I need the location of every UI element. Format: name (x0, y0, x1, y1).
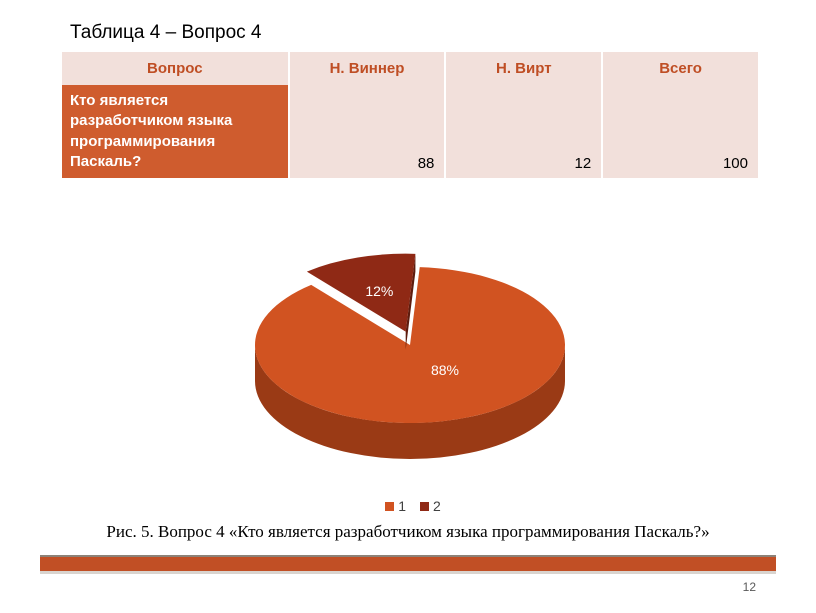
table-title: Таблица 4 – Вопрос 4 (70, 22, 261, 44)
col-v2: Н. Вирт (445, 52, 602, 85)
footer-rule (40, 555, 776, 574)
data-table: Вопрос Н. Виннер Н. Вирт Всего Кто являе… (60, 52, 760, 178)
table-row: Кто является разработчиком языка програм… (61, 85, 759, 178)
col-total: Всего (602, 52, 759, 85)
legend-label-1: 1 (398, 498, 406, 514)
cell-v2: 12 (445, 85, 602, 178)
figure-caption: Рис. 5. Вопрос 4 «Кто является разработч… (0, 522, 816, 542)
legend-swatch-2 (420, 502, 429, 511)
col-v1: Н. Виннер (289, 52, 446, 85)
legend-label-2: 2 (433, 498, 441, 514)
svg-text:12%: 12% (365, 283, 393, 299)
pie-chart: 88% 12% (235, 230, 585, 480)
legend-swatch-1 (385, 502, 394, 511)
chart-legend: 1 2 (0, 498, 816, 514)
cell-question: Кто является разработчиком языка програм… (61, 85, 289, 178)
cell-total: 100 (602, 85, 759, 178)
cell-v1: 88 (289, 85, 446, 178)
page-number: 12 (743, 580, 756, 594)
col-question: Вопрос (61, 52, 289, 85)
svg-text:88%: 88% (431, 362, 459, 378)
